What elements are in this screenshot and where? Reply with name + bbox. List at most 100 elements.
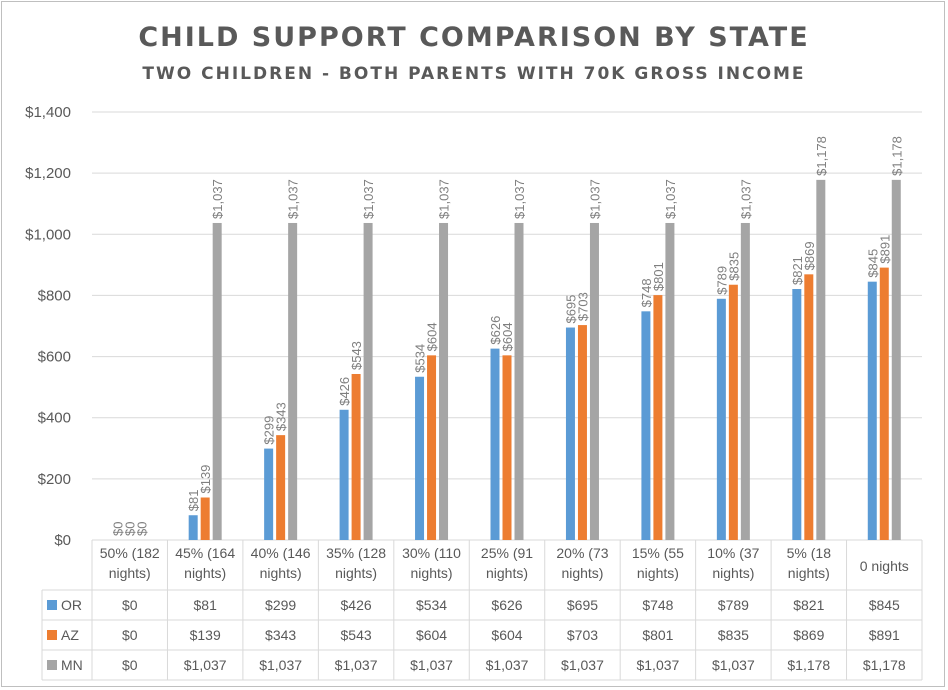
bar-az xyxy=(276,435,286,540)
data-label: $0 xyxy=(111,522,126,536)
category-label: 5% (18 xyxy=(787,545,832,561)
table-cell: $1,178 xyxy=(787,657,830,673)
table-cell: $1,037 xyxy=(486,657,529,673)
legend-key-or xyxy=(47,600,57,610)
data-label: $343 xyxy=(274,402,289,431)
data-label: $0 xyxy=(135,522,150,536)
data-label: $1,037 xyxy=(738,179,753,219)
bar-az xyxy=(502,355,512,540)
table-cell: $1,037 xyxy=(636,657,679,673)
category-label: 50% (182 xyxy=(100,545,160,561)
table-cell: $534 xyxy=(416,597,447,613)
table-cell: $835 xyxy=(718,627,749,643)
bar-mn xyxy=(514,222,524,540)
table-cell: $139 xyxy=(190,627,221,643)
category-label: nights) xyxy=(411,565,453,581)
chart-title: CHILD SUPPORT COMPARISON BY STATE xyxy=(138,22,810,53)
bar-or xyxy=(716,298,726,540)
bar-az xyxy=(879,267,889,540)
data-label: $1,037 xyxy=(512,179,527,219)
data-label: $1,037 xyxy=(663,179,678,219)
bar-az xyxy=(427,355,437,540)
bar-az xyxy=(200,497,210,540)
table-cell: $343 xyxy=(265,627,296,643)
chart-subtitle: TWO CHILDREN - BOTH PARENTS WITH 70K GRO… xyxy=(142,64,806,84)
bar-az xyxy=(653,295,663,540)
bar-mn xyxy=(363,222,373,540)
category-label: nights) xyxy=(561,565,603,581)
table-cell: $801 xyxy=(642,627,673,643)
bar-az xyxy=(804,274,814,540)
table-cell: $703 xyxy=(567,627,598,643)
data-label: $81 xyxy=(186,490,201,512)
data-label: $695 xyxy=(563,295,578,324)
y-tick-label: $800 xyxy=(38,287,71,304)
category-label: nights) xyxy=(335,565,377,581)
category-label: 20% (73 xyxy=(556,545,608,561)
data-label: $604 xyxy=(500,322,515,351)
category-label: 0 nights xyxy=(860,558,909,574)
table-cell: $1,037 xyxy=(712,657,755,673)
legend-label: MN xyxy=(61,657,83,673)
data-label: $1,178 xyxy=(889,136,904,176)
y-tick-label: $1,400 xyxy=(25,104,71,121)
data-label: $703 xyxy=(575,292,590,321)
table-cell: $604 xyxy=(491,627,522,643)
table-cell: $426 xyxy=(341,597,372,613)
category-label: nights) xyxy=(109,565,151,581)
data-label: $626 xyxy=(488,316,503,345)
bar-or xyxy=(867,281,877,540)
data-label: $821 xyxy=(790,256,805,285)
bar-or xyxy=(641,311,651,540)
y-tick-label: $1,200 xyxy=(25,165,71,182)
bar-mn xyxy=(891,179,901,540)
category-label: nights) xyxy=(788,565,830,581)
category-label: 25% (91 xyxy=(481,545,533,561)
bar-az xyxy=(577,325,587,540)
y-tick-label: $600 xyxy=(38,349,71,366)
table-cell: $845 xyxy=(869,597,900,613)
y-tick-label: $0 xyxy=(54,532,71,549)
table-cell: $1,037 xyxy=(184,657,227,673)
table-cell: $789 xyxy=(718,597,749,613)
data-label: $835 xyxy=(726,252,741,281)
data-label: $869 xyxy=(802,241,817,270)
table-cell: $604 xyxy=(416,627,447,643)
category-label: nights) xyxy=(637,565,679,581)
category-label: nights) xyxy=(260,565,302,581)
data-label: $534 xyxy=(413,344,428,373)
category-label: 15% (55 xyxy=(632,545,684,561)
bar-or xyxy=(188,515,198,540)
data-label: $891 xyxy=(877,235,892,264)
y-tick-label: $400 xyxy=(38,410,71,427)
data-label: $1,037 xyxy=(210,179,225,219)
table-cell: $1,178 xyxy=(863,657,906,673)
table-cell: $0 xyxy=(122,597,138,613)
bar-mn xyxy=(288,222,298,540)
category-label: nights) xyxy=(712,565,754,581)
data-label: $0 xyxy=(123,522,138,536)
table-cell: $0 xyxy=(122,657,138,673)
data-label: $789 xyxy=(714,266,729,295)
bar-mn xyxy=(665,222,675,540)
bar-az xyxy=(728,284,738,540)
data-label: $845 xyxy=(865,249,880,278)
bar-mn xyxy=(740,222,750,540)
data-label: $1,037 xyxy=(587,179,602,219)
data-label: $426 xyxy=(337,377,352,406)
table-cell: $1,037 xyxy=(410,657,453,673)
data-label: $1,178 xyxy=(814,136,829,176)
table-cell: $1,037 xyxy=(561,657,604,673)
data-label: $1,037 xyxy=(286,179,301,219)
legend-key-az xyxy=(47,630,57,640)
data-label: $801 xyxy=(651,262,666,291)
table-cell: $626 xyxy=(491,597,522,613)
bar-or xyxy=(339,409,349,540)
data-label: $139 xyxy=(198,465,213,494)
bar-or xyxy=(415,376,425,540)
table-cell: $0 xyxy=(122,627,138,643)
bar-or xyxy=(264,448,274,540)
table-cell: $1,037 xyxy=(335,657,378,673)
category-label: nights) xyxy=(184,565,226,581)
